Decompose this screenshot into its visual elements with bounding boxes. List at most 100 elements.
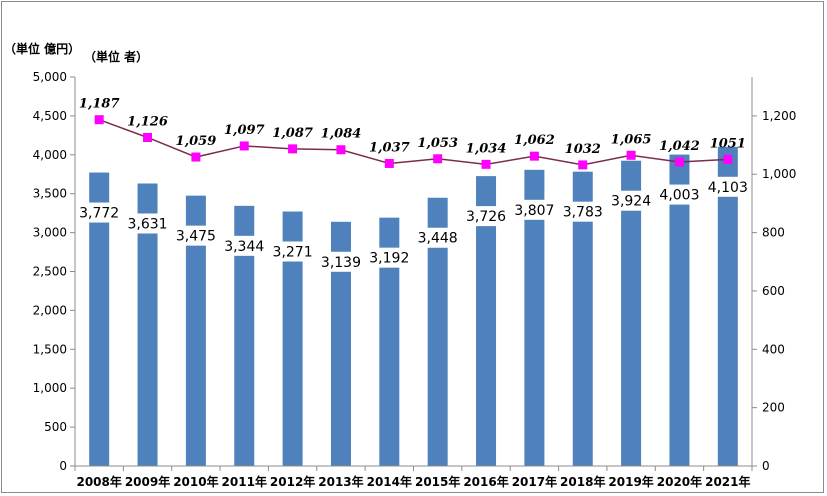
right-axis-unit-label: （単位 者） — [84, 50, 149, 64]
line-marker — [288, 144, 298, 154]
bar — [427, 197, 448, 466]
bar-value-label: 3,924 — [611, 194, 651, 210]
bar — [89, 172, 110, 467]
bar-value-label-background — [269, 241, 316, 262]
left-axis-tick-label: 2,000 — [33, 303, 67, 317]
bar-value-label-background — [559, 201, 606, 222]
bar — [234, 205, 255, 467]
line-marker — [336, 145, 346, 155]
bar — [669, 154, 690, 467]
bar-value-label: 3,344 — [224, 239, 264, 255]
bar-value-label-background — [124, 213, 171, 234]
bar-value-label: 4,003 — [659, 188, 699, 204]
bar-value-label-background — [414, 227, 461, 248]
left-axis-tick-label: 2,500 — [33, 265, 67, 279]
bar-value-label-background — [463, 206, 510, 227]
x-axis-category-label: 2016年 — [463, 474, 508, 489]
line-value-label: 1,087 — [272, 126, 313, 141]
line-marker — [723, 154, 733, 164]
x-axis-category-label: 2012年 — [270, 474, 315, 489]
x-axis-category-label: 2013年 — [318, 474, 363, 489]
bar-value-label: 4,103 — [708, 180, 748, 196]
line-value-label: 1,084 — [321, 127, 362, 142]
bar-value-label-background — [172, 225, 219, 246]
right-axis-tick-label: 800 — [762, 226, 785, 240]
x-axis-category-label: 2019年 — [608, 474, 653, 489]
right-axis-tick-label: 0 — [762, 459, 770, 473]
x-axis-category-label: 2021年 — [705, 474, 750, 489]
bar-value-label-background — [317, 251, 364, 272]
right-axis-tick-label: 1,200 — [762, 109, 796, 123]
left-axis-tick-label: 4,000 — [33, 148, 67, 162]
x-axis-category-label: 2010年 — [173, 474, 218, 489]
line-marker — [674, 157, 684, 167]
right-axis-tick-label: 400 — [762, 342, 785, 356]
line-value-label: 1,097 — [224, 123, 265, 138]
line-marker — [578, 160, 588, 170]
bar-value-label: 3,139 — [321, 255, 361, 271]
left-axis-tick-label: 5,000 — [33, 70, 67, 84]
bar — [330, 221, 351, 466]
bar — [379, 217, 400, 466]
right-axis-tick-label: 600 — [762, 284, 785, 298]
x-axis-category-label: 2015年 — [415, 474, 460, 489]
bar-value-label-background — [656, 184, 703, 205]
left-axis-tick-label: 0 — [59, 459, 67, 473]
bar-value-label: 3,772 — [79, 206, 119, 222]
line-value-label: 1032 — [565, 142, 601, 157]
bar-value-label: 3,631 — [127, 217, 167, 233]
bar — [524, 169, 545, 466]
bar-value-label-background — [608, 190, 655, 211]
left-axis-tick-label: 3,500 — [33, 187, 67, 201]
line-value-label: 1,053 — [417, 136, 458, 151]
line-marker — [384, 158, 394, 168]
bar — [476, 176, 497, 467]
bar-value-label: 3,475 — [176, 229, 216, 245]
left-axis-tick-label: 4,500 — [33, 109, 67, 123]
left-axis-tick-label: 500 — [44, 420, 67, 434]
line-marker — [481, 159, 491, 169]
line-value-label: 1,062 — [514, 133, 555, 148]
left-axis-tick-label: 1,000 — [33, 381, 67, 395]
x-axis-category-label: 2014年 — [367, 474, 412, 489]
line-value-label: 1,059 — [176, 134, 217, 149]
right-axis-tick-label: 1,000 — [762, 167, 796, 181]
x-axis-category-label: 2020年 — [657, 474, 702, 489]
bar-value-label: 3,783 — [563, 205, 603, 221]
bar-value-label: 3,726 — [466, 209, 506, 225]
bar-value-label: 3,271 — [273, 245, 313, 261]
x-axis-category-label: 2017年 — [512, 474, 557, 489]
right-axis-tick-label: 200 — [762, 401, 785, 415]
bar — [185, 195, 206, 466]
bar-value-label: 3,448 — [418, 231, 458, 247]
bar-value-label-background — [76, 202, 123, 223]
line-value-label: 1,126 — [127, 114, 168, 129]
x-axis-category-label: 2011年 — [222, 474, 267, 489]
bar-value-label-background — [704, 176, 751, 197]
bar-value-label: 3,807 — [514, 203, 554, 219]
line-value-label: 1,037 — [369, 140, 410, 155]
bar — [717, 146, 738, 466]
line-value-label: 1,042 — [659, 139, 700, 154]
bar — [137, 183, 158, 467]
bar-value-label: 3,192 — [369, 251, 409, 267]
bar — [621, 160, 642, 466]
line-marker — [433, 154, 443, 164]
bar — [282, 211, 303, 466]
x-axis-category-label: 2018年 — [560, 474, 605, 489]
line-marker — [191, 152, 201, 162]
line-marker — [626, 150, 636, 160]
line-value-label: 1,187 — [79, 97, 120, 112]
line-value-label: 1051 — [710, 136, 746, 151]
bar — [572, 171, 593, 466]
x-axis-category-label: 2008年 — [76, 474, 121, 489]
line-marker — [529, 151, 539, 161]
left-axis-tick-label: 3,000 — [33, 226, 67, 240]
left-axis-unit-label: （単位 億円） — [4, 42, 81, 56]
bar-value-label-background — [221, 235, 268, 256]
line-value-label: 1,065 — [611, 132, 652, 147]
line-marker — [94, 115, 104, 125]
left-axis-tick-label: 1,500 — [33, 342, 67, 356]
